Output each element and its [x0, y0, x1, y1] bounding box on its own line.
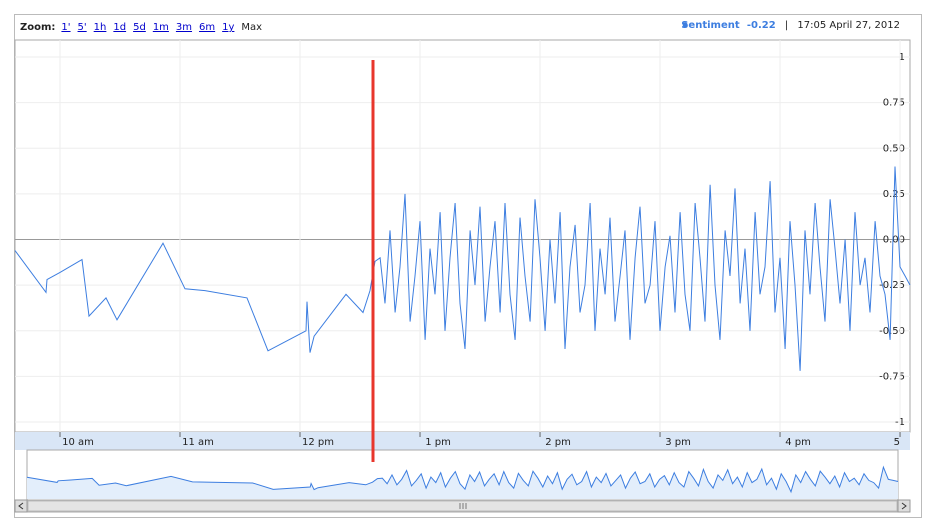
zoom-option[interactable]: 1m	[153, 22, 169, 33]
zoom-option[interactable]: 1y	[222, 22, 234, 33]
y-tick-label: 0.50	[883, 143, 905, 154]
zoom-option[interactable]: 5'	[78, 22, 87, 33]
x-tick-label: 12 pm	[302, 437, 334, 448]
zoom-option[interactable]: 5d	[133, 22, 146, 33]
current-value: -0.22	[747, 20, 776, 31]
separator: |	[785, 20, 788, 31]
legend-dot	[682, 22, 688, 28]
plot-area	[14, 39, 911, 433]
line	[14, 166, 911, 371]
x-axis-band	[15, 432, 910, 450]
zoom-option[interactable]: 1h	[94, 22, 107, 33]
x-tick-label: 4 pm	[785, 437, 811, 448]
x-tick-label: 11 am	[182, 437, 214, 448]
y-tick-label: 0.75	[883, 98, 905, 109]
scroll-right[interactable]	[897, 499, 911, 513]
y-tick-label: -0.50	[879, 326, 905, 337]
zoom-option[interactable]: 6m	[199, 22, 215, 33]
navigator-chart	[26, 465, 899, 499]
grip-icon	[459, 503, 467, 509]
zoom-option[interactable]: 1'	[61, 22, 70, 33]
y-tick-label: -0.75	[879, 371, 905, 382]
legend: Sentiment -0.22 | 17:05 April 27, 2012	[681, 20, 900, 31]
zoom-label: Zoom:	[20, 22, 55, 33]
navigator-area	[27, 467, 898, 499]
arrow-icon	[901, 502, 907, 510]
scroll-left[interactable]	[14, 499, 28, 513]
arrow-icon	[18, 502, 24, 510]
zoom-option[interactable]: 3m	[176, 22, 192, 33]
y-tick-label: 1	[899, 52, 905, 63]
x-tick-label: 10 am	[62, 437, 94, 448]
y-tick-label: 0.00	[883, 235, 905, 246]
zoom-option[interactable]: 1d	[113, 22, 126, 33]
navigator-line	[26, 465, 899, 494]
zoom-option: Max	[241, 22, 262, 33]
current-time: 17:05 April 27, 2012	[797, 20, 900, 31]
legend-name: Sentiment	[681, 20, 740, 31]
x-tick-label: 3 pm	[665, 437, 691, 448]
x-tick-label: 5	[894, 437, 900, 448]
x-tick-label: 2 pm	[545, 437, 571, 448]
x-tick-label: 1 pm	[425, 437, 451, 448]
